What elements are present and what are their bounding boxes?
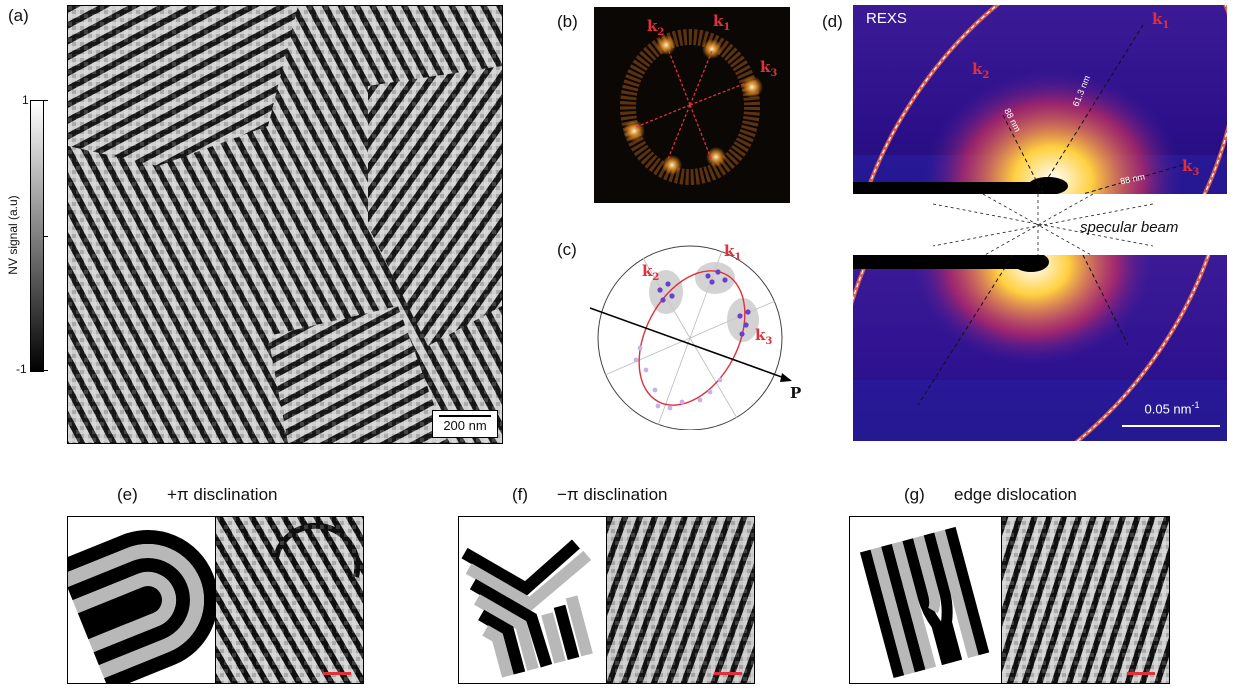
minus-pi-nv-image xyxy=(606,516,755,684)
rexs-title: REXS xyxy=(866,10,907,27)
panel-f-label: (f) xyxy=(512,485,529,504)
edge-dislocation-schematic xyxy=(849,516,1003,684)
panel-b-label: (b) xyxy=(557,12,578,31)
panel-c-label: (c) xyxy=(557,240,577,259)
k1-label-b: k1 xyxy=(713,12,731,33)
specular-lines xyxy=(853,193,1227,257)
k2-label-b: k2 xyxy=(647,17,665,38)
k1-label-c: k1 xyxy=(724,242,742,263)
plus-pi-nv-image xyxy=(215,516,364,684)
k3-label-d: k3 xyxy=(1182,157,1200,178)
panel-e-label: (e) xyxy=(117,485,138,504)
polarization-axis-label: P xyxy=(790,384,802,402)
scalebar-d: 0.05 nm-1 xyxy=(1118,400,1222,432)
rexs-image-bottom xyxy=(853,255,1227,441)
nv-magnetometry-image xyxy=(67,5,503,444)
panel-g-title: edge dislocation xyxy=(954,485,1077,504)
minus-pi-schematic xyxy=(458,516,608,684)
k2-label-c: k2 xyxy=(642,262,660,283)
edge-dislocation-nv-image xyxy=(1001,516,1170,684)
panel-d-label: (d) xyxy=(822,12,843,31)
k1-label-d: k1 xyxy=(1152,10,1170,31)
rexs-image-top xyxy=(853,5,1227,194)
colorbar-tick-min: -1 xyxy=(16,362,27,376)
panel-g-label: (g) xyxy=(904,485,925,504)
panel-e-title: +π disclination xyxy=(167,485,278,504)
colorbar-tick-max: 1 xyxy=(22,93,29,107)
plus-pi-schematic xyxy=(56,516,218,688)
specular-beam-label: specular beam xyxy=(1080,219,1179,236)
panel-f-title: −π disclination xyxy=(557,485,668,504)
colorbar-label: NV signal (a.u) xyxy=(6,195,20,275)
k3-label-c: k3 xyxy=(755,326,773,347)
k2-label-d: k2 xyxy=(972,60,990,81)
scalebar-a: 200 nm xyxy=(432,410,498,438)
k3-label-b: k3 xyxy=(760,58,778,79)
polar-plot xyxy=(560,230,820,431)
fft-image xyxy=(594,7,790,203)
panel-a-label: (a) xyxy=(8,6,29,25)
colorbar xyxy=(30,100,44,372)
